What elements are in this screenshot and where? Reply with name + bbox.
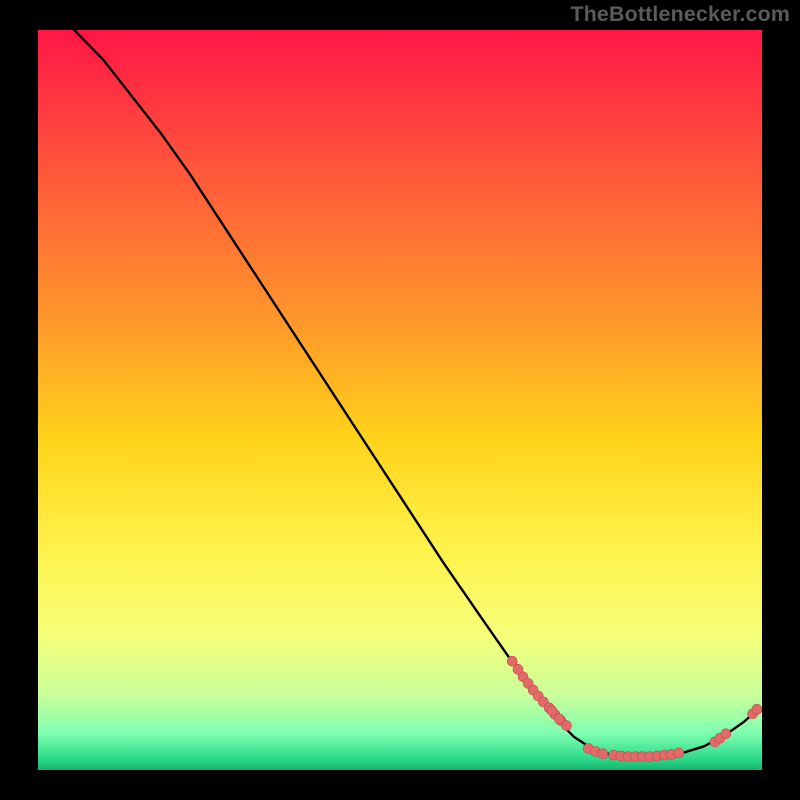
data-marker xyxy=(752,704,762,714)
data-marker xyxy=(721,729,731,739)
data-marker xyxy=(598,749,608,759)
data-marker xyxy=(674,748,684,758)
data-marker xyxy=(554,714,564,724)
chart-container: TheBottlenecker.com xyxy=(0,0,800,800)
bottleneck-curve-chart xyxy=(0,0,800,800)
data-marker xyxy=(547,706,557,716)
plot-background xyxy=(38,30,762,770)
watermark-text: TheBottlenecker.com xyxy=(570,2,790,27)
